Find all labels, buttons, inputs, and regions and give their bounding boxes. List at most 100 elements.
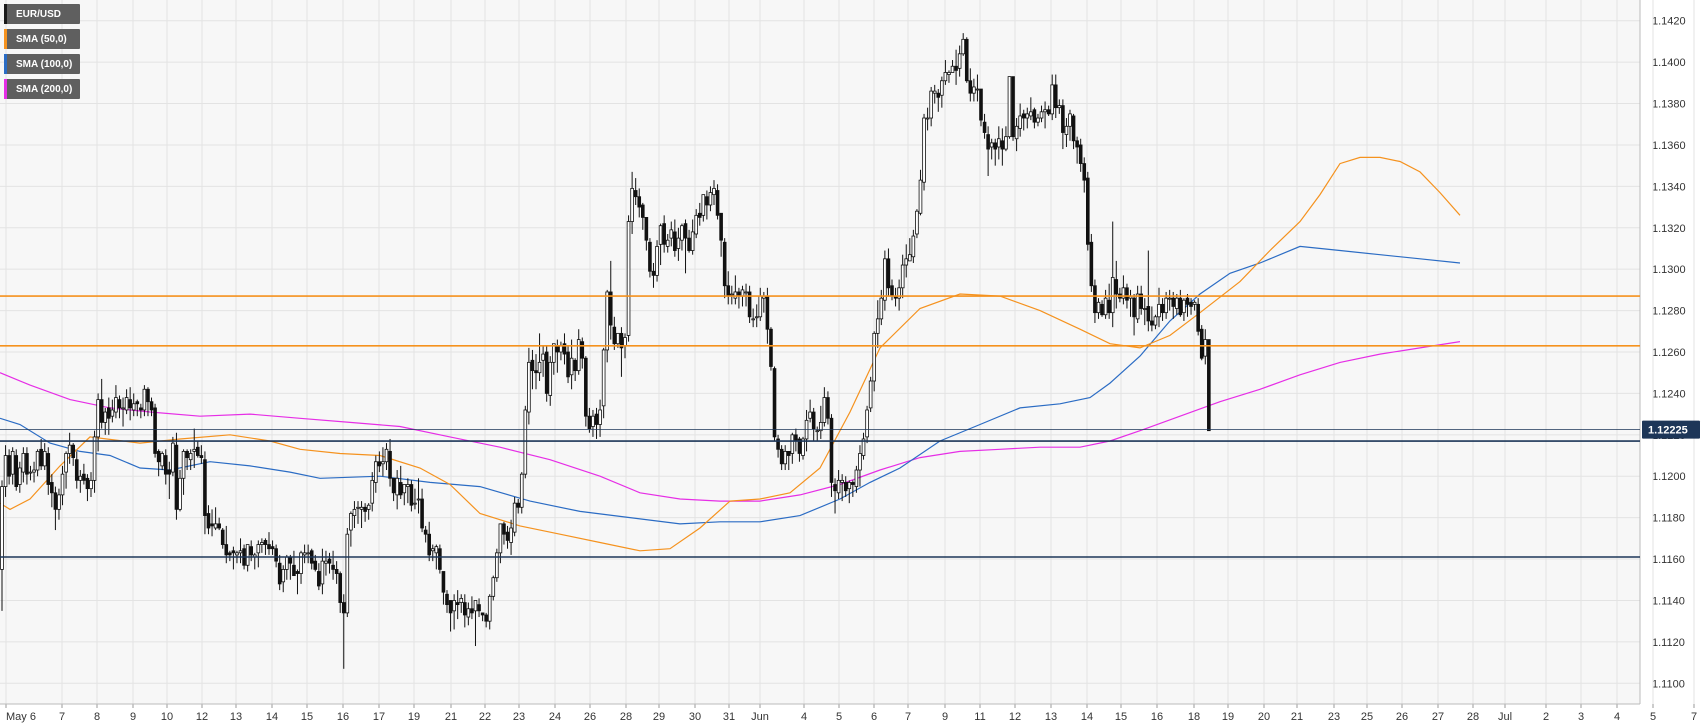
candle-body [1125, 287, 1129, 301]
y-tick-label: 1.1100 [1652, 678, 1685, 690]
candle-body [35, 450, 40, 471]
candle-body [669, 229, 674, 239]
candle-body [1103, 297, 1108, 316]
candle-body [1164, 297, 1168, 314]
legend-label-sma50: SMA (50,0) [16, 33, 67, 45]
legend-item-eurusd[interactable]: EUR/USD [4, 4, 81, 24]
legend-swatch [4, 79, 7, 99]
candle-body [786, 450, 791, 456]
candle-body [302, 552, 307, 556]
candle-body [149, 401, 154, 411]
candle-body [1075, 140, 1079, 148]
candle-body [779, 448, 784, 465]
candle-body [1046, 109, 1051, 115]
y-tick-label: 1.1140 [1652, 595, 1685, 607]
candle-body [1036, 117, 1040, 123]
candle-body [402, 484, 407, 494]
candle-body [1004, 136, 1008, 150]
candle-body [1178, 297, 1183, 316]
candle-body [975, 88, 980, 91]
candle-body [491, 577, 496, 597]
legend-label-eurusd: EUR/USD [16, 8, 62, 20]
candle-body [1032, 109, 1037, 123]
x-tick-label: 15 [1115, 711, 1127, 723]
candle-body [487, 595, 492, 622]
candle-body [110, 409, 115, 417]
candle-body [331, 564, 335, 570]
candle-body [1061, 105, 1065, 133]
candle-body [341, 602, 346, 614]
candle-body [630, 188, 634, 222]
candle-body [1167, 297, 1172, 300]
candle-body [217, 523, 221, 529]
candle-body [861, 438, 866, 456]
candle-body [67, 444, 72, 454]
y-tick-label: 1.1360 [1652, 140, 1686, 152]
candle-body [552, 343, 556, 363]
candle-body [434, 546, 439, 554]
candle-body [324, 560, 328, 564]
candle-body [794, 434, 798, 442]
candle-body [352, 508, 357, 516]
candle-body [89, 479, 93, 490]
candle-body [1096, 301, 1101, 314]
candle-body [530, 359, 535, 372]
x-tick-label: 6 [871, 711, 877, 723]
y-tick-label: 1.1160 [1652, 554, 1685, 566]
candle-body [366, 504, 371, 510]
candle-body [85, 477, 90, 490]
candle-body [7, 455, 11, 477]
y-tick-label: 1.1280 [1652, 306, 1686, 318]
candle-body [843, 482, 848, 492]
candle-body [260, 542, 264, 545]
candle-body [82, 473, 86, 481]
candle-body [1203, 339, 1208, 357]
legend-label-sma200: SMA (200,0) [16, 83, 73, 95]
candle-body [626, 221, 631, 336]
candle-body [206, 513, 211, 529]
candle-body [238, 550, 243, 554]
candle-body [694, 214, 698, 235]
candle-body [178, 477, 182, 510]
candle-body [1089, 241, 1094, 287]
candle-body [473, 600, 478, 612]
x-tick-label: 19 [408, 711, 420, 723]
sma100-line [0, 245, 1461, 525]
candle-body [719, 212, 723, 241]
candle-body [1110, 277, 1115, 314]
candle-body [74, 459, 79, 481]
candle-body [395, 477, 399, 496]
legend-item-sma100[interactable]: SMA (100,0) [4, 54, 81, 74]
candle-body [733, 291, 738, 299]
legend-item-sma50[interactable]: SMA (50,0) [4, 29, 81, 49]
x-tick-label: 16 [1151, 711, 1163, 723]
candle-body [92, 436, 97, 481]
legend-item-sma200[interactable]: SMA (200,0) [4, 79, 81, 99]
candle-body [480, 612, 485, 616]
candle-body [715, 190, 720, 216]
candle-body [1093, 285, 1097, 314]
candle-body [171, 442, 175, 473]
candle-body [616, 332, 620, 345]
candle-body [430, 548, 435, 552]
candle-body [566, 351, 570, 378]
x-tick-label: 13 [230, 711, 242, 723]
candle-body [594, 413, 599, 425]
candle-body [900, 264, 905, 289]
candle-body [1150, 320, 1154, 326]
candle-body [46, 453, 51, 485]
candle-body [1029, 111, 1033, 117]
candle-body [776, 438, 780, 450]
candle-body [199, 455, 204, 459]
candle-body [730, 293, 734, 296]
candle-body [1043, 109, 1047, 113]
candle-body [1064, 125, 1069, 135]
x-tick-label: 7 [59, 711, 65, 723]
candle-body [167, 469, 172, 475]
candle-body [156, 450, 161, 463]
x-tick-label: 26 [584, 711, 596, 723]
candle-body [64, 453, 68, 473]
candle-body [591, 415, 595, 427]
candle-body [459, 598, 464, 603]
sma50-line [0, 156, 1461, 552]
